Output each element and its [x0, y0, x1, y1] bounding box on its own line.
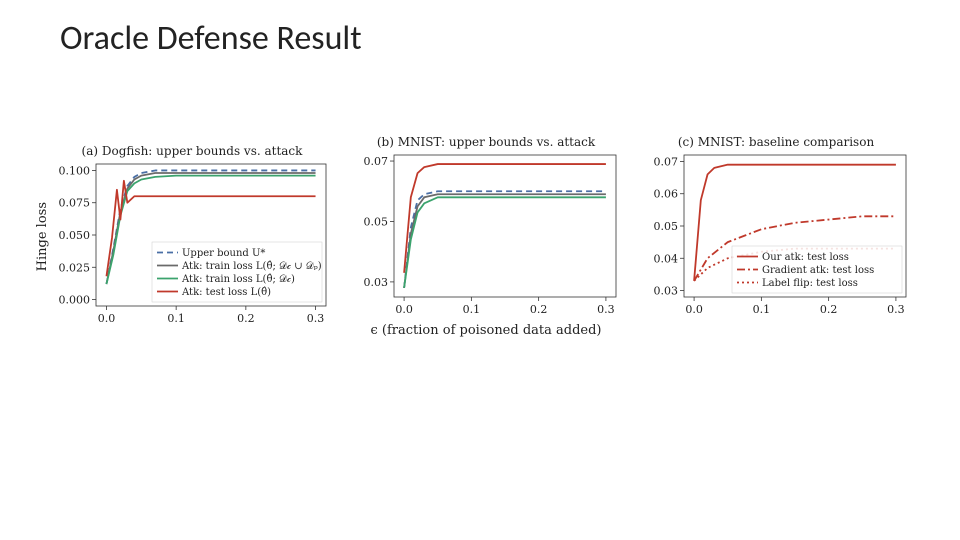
svg-text:0.05: 0.05 — [364, 215, 389, 228]
svg-text:Gradient atk: test loss: Gradient atk: test loss — [762, 265, 874, 276]
svg-text:0.3: 0.3 — [597, 303, 615, 316]
svg-text:0.0: 0.0 — [395, 303, 413, 316]
svg-text:0.025: 0.025 — [59, 261, 91, 274]
svg-text:0.2: 0.2 — [237, 312, 255, 325]
charts-row: Hinge loss (a) Dogfish: upper bounds vs.… — [35, 135, 935, 338]
chart-b: 0.0 0.1 0.2 0.3 0.03 0.05 0.07 — [350, 151, 622, 321]
svg-text:Atk: test loss L(θ̂): Atk: test loss L(θ̂) — [181, 287, 271, 298]
svg-text:0.2: 0.2 — [530, 303, 548, 316]
svg-text:0.000: 0.000 — [59, 293, 91, 306]
svg-text:0.07: 0.07 — [364, 155, 389, 168]
svg-text:0.06: 0.06 — [654, 188, 679, 201]
svg-text:0.3: 0.3 — [887, 303, 905, 316]
slide-title: Oracle Defense Result — [60, 18, 362, 59]
svg-text:0.1: 0.1 — [167, 312, 185, 325]
svg-text:0.050: 0.050 — [59, 229, 91, 242]
svg-text:Upper bound U*: Upper bound U* — [182, 248, 265, 259]
x-axis-label: ϵ (fraction of poisoned data added) — [350, 323, 622, 338]
svg-text:0.075: 0.075 — [59, 196, 91, 209]
svg-text:Our atk: test loss: Our atk: test loss — [762, 252, 849, 263]
chart-c: 0.0 0.1 0.2 0.3 0.03 0.04 0.05 0.06 0.07 Our atk:… — [640, 151, 912, 321]
svg-text:0.04: 0.04 — [654, 252, 679, 265]
svg-text:0.03: 0.03 — [654, 285, 679, 298]
svg-text:0.1: 0.1 — [753, 303, 771, 316]
svg-text:0.05: 0.05 — [654, 220, 679, 233]
svg-text:0.03: 0.03 — [364, 276, 389, 289]
svg-text:0.3: 0.3 — [307, 312, 325, 325]
y-axis-label: Hinge loss — [35, 202, 50, 271]
chart-a-title: (a) Dogfish: upper bounds vs. attack — [82, 144, 303, 160]
svg-text:Atk: train loss L(θ̂; 𝒟𝒸): Atk: train loss L(θ̂; 𝒟𝒸) — [181, 274, 295, 285]
chart-a-group: Hinge loss (a) Dogfish: upper bounds vs.… — [35, 135, 332, 338]
chart-a: 0.0 0.1 0.2 0.3 0.000 0.025 0.050 0.075 0.100 Upp… — [52, 160, 332, 330]
svg-text:0.07: 0.07 — [654, 155, 679, 168]
svg-text:Atk: train loss L(θ̂; 𝒟𝒸 ∪ �: Atk: train loss L(θ̂; 𝒟𝒸 ∪ 𝒟ₚ) — [181, 261, 322, 272]
svg-text:0.100: 0.100 — [59, 164, 91, 177]
chart-b-title: (b) MNIST: upper bounds vs. attack — [377, 135, 595, 151]
chart-b-group: (b) MNIST: upper bounds vs. attack 0.00.… — [350, 135, 622, 338]
svg-text:0.0: 0.0 — [685, 303, 703, 316]
svg-text:0.0: 0.0 — [98, 312, 116, 325]
svg-text:0.2: 0.2 — [820, 303, 838, 316]
chart-c-group: (c) MNIST: baseline comparison 0.0 0.1 0.2… — [640, 135, 912, 338]
chart-c-title: (c) MNIST: baseline comparison — [678, 135, 874, 151]
svg-text:Label flip: test loss: Label flip: test loss — [762, 278, 858, 289]
svg-text:0.1: 0.1 — [463, 303, 481, 316]
